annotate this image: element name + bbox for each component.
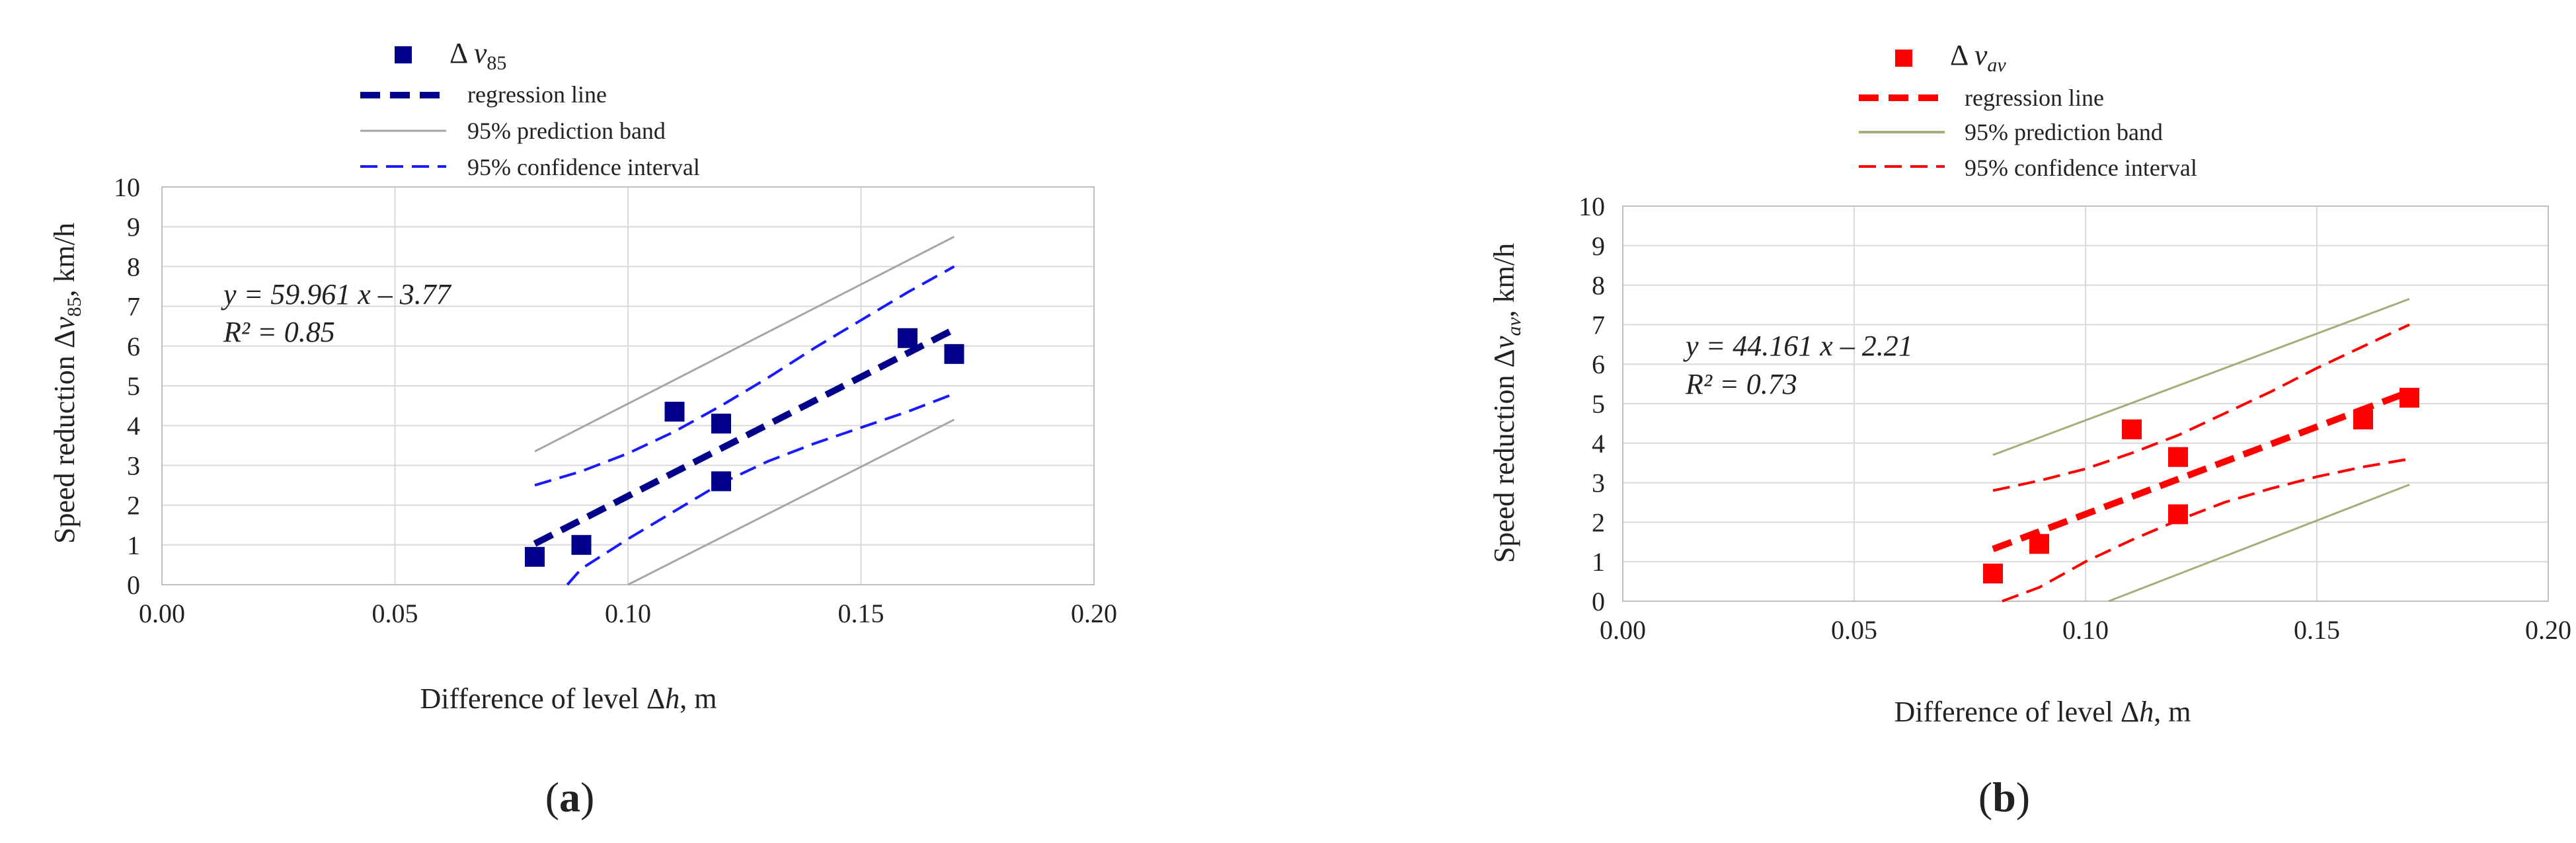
chart-b-data-point bbox=[2400, 388, 2419, 408]
chart-a-y-tick-label: 2 bbox=[127, 491, 140, 521]
chart-a-confidence-interval-lower bbox=[566, 392, 955, 586]
chart-a-legend-regression-label: regression line bbox=[467, 81, 607, 108]
chart-a-data-point bbox=[944, 344, 964, 364]
chart-b-confidence-interval-upper bbox=[1992, 323, 2410, 492]
chart-b-data-point bbox=[2122, 419, 2142, 439]
chart-a-x-tick-label: 0.00 bbox=[139, 599, 185, 628]
chart-a-prediction-band-lower bbox=[627, 418, 955, 586]
chart-b-legend-prediction-label: 95% prediction band bbox=[1965, 119, 2163, 145]
chart-b-data-point bbox=[2029, 534, 2049, 554]
chart-b-equation: y = 44.161 x – 2.21 bbox=[1683, 330, 1913, 362]
chart-a-legend-points-swatch bbox=[395, 46, 412, 63]
chart-a-y-tick-label: 5 bbox=[127, 371, 140, 401]
chart-b-y-tick-label: 1 bbox=[1592, 547, 1605, 577]
chart-b-prediction-band-upper bbox=[1992, 298, 2410, 457]
chart-b-regression-line bbox=[1992, 388, 2411, 552]
chart-a-y-tick-label: 10 bbox=[114, 172, 140, 202]
chart-a-grid bbox=[161, 186, 1095, 585]
chart-a-r-squared: R² = 0.85 bbox=[223, 316, 335, 348]
chart-b-data-point bbox=[2353, 409, 2373, 429]
chart-b-y-axis-label: Speed reduction Δvav, km/h bbox=[1488, 243, 1525, 563]
chart-b-legend-confidence-label: 95% confidence interval bbox=[1965, 155, 2197, 181]
chart-a-regression-line bbox=[533, 326, 956, 547]
chart-b-panel-caption: (b) bbox=[1978, 774, 2030, 821]
chart-a-data-point bbox=[571, 534, 592, 555]
chart-b-data-point bbox=[2168, 504, 2188, 525]
chart-a-x-tick-label: 0.15 bbox=[838, 599, 884, 628]
chart-b-plot-area bbox=[1622, 205, 2549, 602]
chart-a-equation: y = 59.961 x – 3.77 bbox=[221, 278, 452, 311]
chart-a-y-tick-label: 0 bbox=[127, 570, 140, 600]
chart-b-y-tick-label: 9 bbox=[1592, 231, 1605, 261]
chart-b-y-tick-label: 4 bbox=[1592, 429, 1605, 458]
chart-b-legend: Δ vav regression line 95% prediction ban… bbox=[1859, 39, 2197, 181]
chart-a-panel-caption: (a) bbox=[545, 774, 595, 821]
chart-a-legend-points-label: Δ v85 bbox=[449, 37, 506, 74]
chart-b-y-tick-label: 6 bbox=[1592, 349, 1605, 379]
chart-b-confidence-interval-lower bbox=[2002, 457, 2410, 603]
chart-b-x-axis-label: Difference of level Δh, m bbox=[1894, 696, 2191, 728]
chart-a-confidence-interval-upper bbox=[534, 265, 955, 487]
chart-a-data-point bbox=[525, 546, 545, 567]
chart-b-x-tick-label: 0.05 bbox=[1831, 615, 1877, 645]
chart-b-series-layer bbox=[1983, 298, 2419, 603]
chart-b-y-tick-label: 3 bbox=[1592, 468, 1605, 498]
chart-b-y-tick-label: 5 bbox=[1592, 389, 1605, 419]
chart-a: 0 1 2 3 4 5 6 7 8 9 10 0.00 0.05 0.10 0.15 0.20 Differe… bbox=[48, 37, 1117, 821]
chart-a-legend-prediction-label: 95% prediction band bbox=[467, 118, 666, 144]
chart-a-y-tick-label: 4 bbox=[127, 411, 140, 441]
chart-b-x-tick-label: 0.15 bbox=[2294, 615, 2340, 645]
chart-b-x-tick-label: 0.00 bbox=[1600, 615, 1646, 645]
chart-a-data-point bbox=[711, 414, 731, 434]
chart-a-y-tick-label: 1 bbox=[127, 531, 140, 560]
chart-a-y-tick-label: 9 bbox=[127, 212, 140, 242]
chart-b-prediction-band-lower bbox=[2108, 484, 2410, 603]
chart-b-y-tick-label: 8 bbox=[1592, 271, 1605, 301]
chart-a-x-axis-label: Difference of level Δh, m bbox=[420, 682, 717, 715]
chart-b-y-tick-label: 2 bbox=[1592, 507, 1605, 537]
chart-a-y-tick-label: 8 bbox=[127, 252, 140, 281]
chart-a-legend: Δ v85 regression line 95% prediction ban… bbox=[360, 37, 700, 180]
chart-b-x-tick-label: 0.10 bbox=[2062, 615, 2109, 645]
chart-b-r-squared: R² = 0.73 bbox=[1685, 368, 1797, 400]
chart-b-data-point bbox=[2168, 447, 2188, 467]
chart-a-y-tick-label: 3 bbox=[127, 451, 140, 480]
chart-a-data-point bbox=[898, 328, 917, 348]
chart-b: 0 1 2 3 4 5 6 7 8 9 10 0.00 0.05 0.10 0.15 0.20 Differe… bbox=[1488, 39, 2571, 821]
chart-a-legend-confidence-label: 95% confidence interval bbox=[467, 154, 700, 180]
chart-a-data-point bbox=[664, 402, 685, 422]
chart-a-y-axis-label: Speed reduction Δv85, km/h bbox=[48, 223, 85, 544]
chart-b-y-tick-label: 10 bbox=[1579, 192, 1605, 221]
chart-b-y-tick-label: 0 bbox=[1592, 587, 1605, 616]
chart-b-legend-regression-label: regression line bbox=[1965, 85, 2104, 111]
chart-a-x-tick-label: 0.05 bbox=[372, 599, 418, 628]
chart-b-x-tick-label: 0.20 bbox=[2525, 615, 2571, 645]
chart-a-data-point bbox=[711, 471, 731, 492]
chart-a-x-tick-label: 0.20 bbox=[1071, 599, 1117, 628]
chart-b-legend-points-swatch bbox=[1895, 50, 1912, 67]
chart-a-series-layer bbox=[525, 235, 964, 586]
chart-a-y-tick-label: 7 bbox=[127, 292, 140, 322]
chart-b-tick-labels: 0 1 2 3 4 5 6 7 8 9 10 0.00 0.05 0.10 0.15 0.20 bbox=[1579, 192, 2571, 645]
chart-a-y-tick-label: 6 bbox=[127, 332, 140, 361]
chart-b-data-point bbox=[1983, 564, 2003, 584]
chart-a-tick-labels: 0 1 2 3 4 5 6 7 8 9 10 0.00 0.05 0.10 0.15 0.20 bbox=[114, 172, 1117, 628]
chart-b-y-tick-label: 7 bbox=[1592, 310, 1605, 340]
chart-b-legend-points-label: Δ vav bbox=[1950, 39, 2006, 76]
chart-a-prediction-band-upper bbox=[534, 235, 955, 453]
chart-a-x-tick-label: 0.10 bbox=[605, 599, 651, 628]
